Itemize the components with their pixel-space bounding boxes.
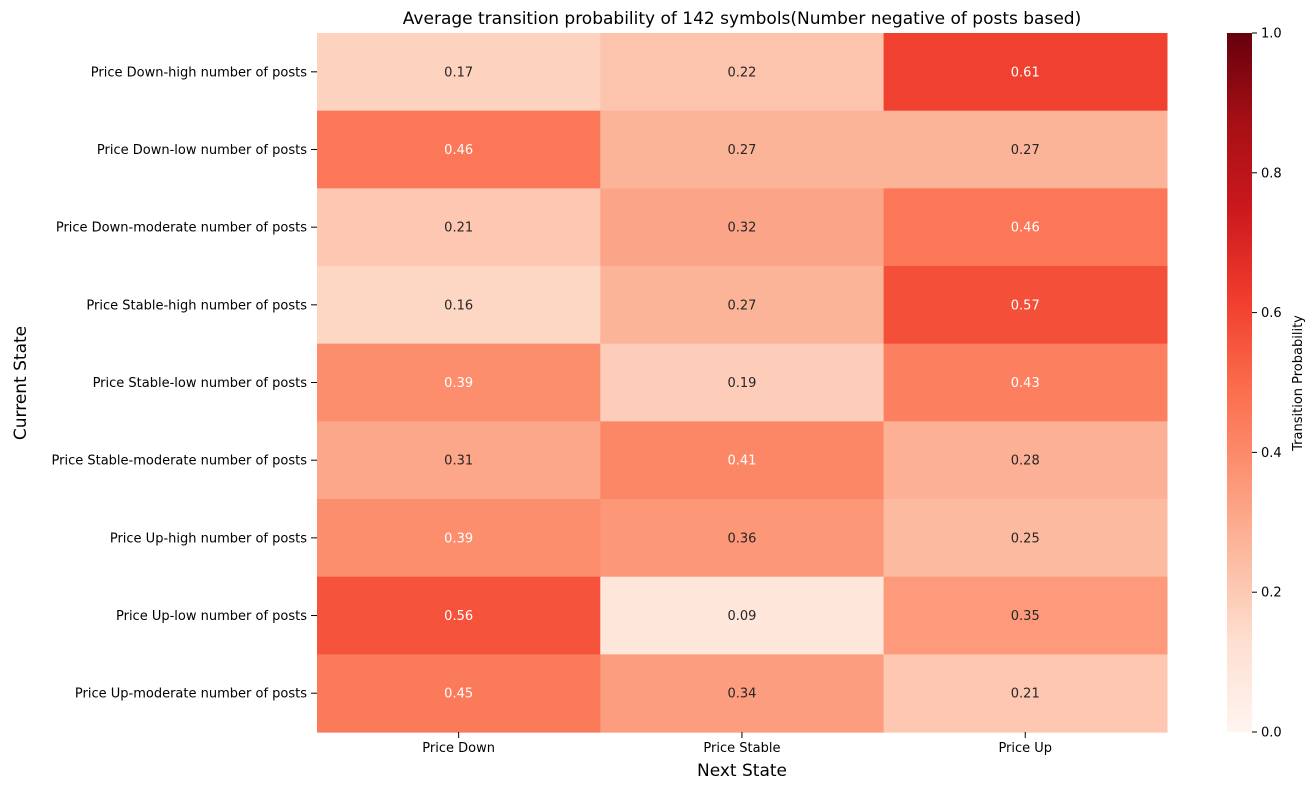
- heatmap-cell: [600, 576, 885, 655]
- column-tick-label: Price Down: [422, 741, 495, 756]
- cell-value-label: 0.35: [1011, 609, 1040, 624]
- row-tick-label: Price Down-high number of posts: [91, 65, 307, 80]
- x-axis-title: Next State: [697, 761, 787, 781]
- cell-value-label: 0.17: [444, 65, 473, 80]
- heatmap-cell: [600, 188, 885, 267]
- row-tick-label: Price Up-low number of posts: [116, 609, 307, 624]
- cell-value-label: 0.43: [1011, 376, 1040, 391]
- row-tick-label: Price Down-low number of posts: [97, 143, 307, 158]
- heatmap-cell: [317, 421, 601, 500]
- colorbar: [1227, 33, 1252, 732]
- cell-value-label: 0.56: [444, 609, 473, 624]
- heatmap-cell: [883, 343, 1168, 422]
- heatmap-cell: [600, 421, 885, 500]
- cell-value-label: 0.09: [727, 609, 756, 624]
- cell-value-label: 0.28: [1011, 454, 1040, 469]
- cell-value-label: 0.22: [727, 65, 756, 80]
- row-tick-label: Price Stable-high number of posts: [86, 298, 307, 313]
- cell-labels: 0.17 0.22 0.61 0.46 0.27 0.27 0.21 0.32 0.46 0.16…: [444, 65, 1040, 701]
- heatmap-cell: [317, 343, 601, 422]
- heatmap-cell: [883, 188, 1168, 267]
- heatmap-cell: [883, 654, 1168, 733]
- heatmap-cell: [317, 576, 601, 655]
- heatmap-cell: [317, 110, 601, 189]
- row-tick-label: Price Up-high number of posts: [110, 531, 307, 546]
- colorbar-tick-label: 1.0: [1261, 27, 1282, 42]
- row-tick-label: Price Stable-low number of posts: [93, 376, 308, 391]
- chart-title: Average transition probability of 142 sy…: [403, 9, 1081, 29]
- cell-value-label: 0.27: [727, 143, 756, 158]
- cell-value-label: 0.16: [444, 298, 473, 313]
- cell-value-label: 0.46: [444, 143, 473, 158]
- heatmap-cells: [317, 33, 1168, 733]
- heatmap-cell: [317, 33, 601, 112]
- heatmap-cell: [883, 33, 1168, 112]
- colorbar-tick-label: 0.0: [1261, 726, 1282, 741]
- row-tick-label: Price Down-moderate number of posts: [56, 221, 307, 236]
- cell-value-label: 0.39: [444, 531, 473, 546]
- heatmap-cell: [883, 499, 1168, 578]
- heatmap-cell: [600, 654, 885, 733]
- cell-value-label: 0.27: [1011, 143, 1040, 158]
- cell-value-label: 0.46: [1011, 221, 1040, 236]
- cell-value-label: 0.61: [1011, 65, 1040, 80]
- colorbar-label: Transition Probability: [1291, 315, 1306, 452]
- heatmap-cell: [600, 110, 885, 189]
- cell-value-label: 0.25: [1011, 531, 1040, 546]
- column-tick-labels: Price Down Price Stable Price Up: [422, 732, 1052, 756]
- cell-value-label: 0.31: [444, 454, 473, 469]
- cell-value-label: 0.39: [444, 376, 473, 391]
- colorbar-tick-label: 0.8: [1261, 166, 1282, 181]
- cell-value-label: 0.34: [727, 687, 756, 702]
- heatmap-cell: [600, 266, 885, 345]
- heatmap-cell: [600, 343, 885, 422]
- colorbar-tick-label: 0.2: [1261, 586, 1282, 601]
- row-tick-label: Price Up-moderate number of posts: [75, 687, 307, 702]
- row-tick-labels: Price Down-high number of posts Price Dow…: [52, 65, 317, 702]
- cell-value-label: 0.21: [444, 221, 473, 236]
- heatmap-cell: [883, 421, 1168, 500]
- cell-value-label: 0.27: [727, 298, 756, 313]
- cell-value-label: 0.21: [1011, 687, 1040, 702]
- cell-value-label: 0.57: [1011, 298, 1040, 313]
- y-axis-title: Current State: [11, 326, 31, 440]
- cell-value-label: 0.32: [727, 221, 756, 236]
- cell-value-label: 0.19: [727, 376, 756, 391]
- heatmap-cell: [317, 188, 601, 267]
- heatmap-cell: [883, 576, 1168, 655]
- heatmap-cell: [317, 499, 601, 578]
- row-tick-label: Price Stable-moderate number of posts: [52, 454, 308, 469]
- heatmap-cell: [883, 110, 1168, 189]
- column-tick-label: Price Up: [998, 741, 1052, 756]
- heatmap-cell: [883, 266, 1168, 345]
- column-tick-label: Price Stable: [703, 741, 780, 756]
- heatmap-cell: [600, 499, 885, 578]
- cell-value-label: 0.41: [727, 454, 756, 469]
- cell-value-label: 0.45: [444, 687, 473, 702]
- heatmap-cell: [317, 654, 601, 733]
- colorbar-ticks: 0.0 0.2 0.4 0.6 0.8 1.0: [1252, 27, 1282, 741]
- heatmap-cell: [600, 33, 885, 112]
- heatmap-cell: [317, 266, 601, 345]
- cell-value-label: 0.36: [727, 531, 756, 546]
- colorbar-tick-label: 0.6: [1261, 306, 1282, 321]
- colorbar-tick-label: 0.4: [1261, 446, 1282, 461]
